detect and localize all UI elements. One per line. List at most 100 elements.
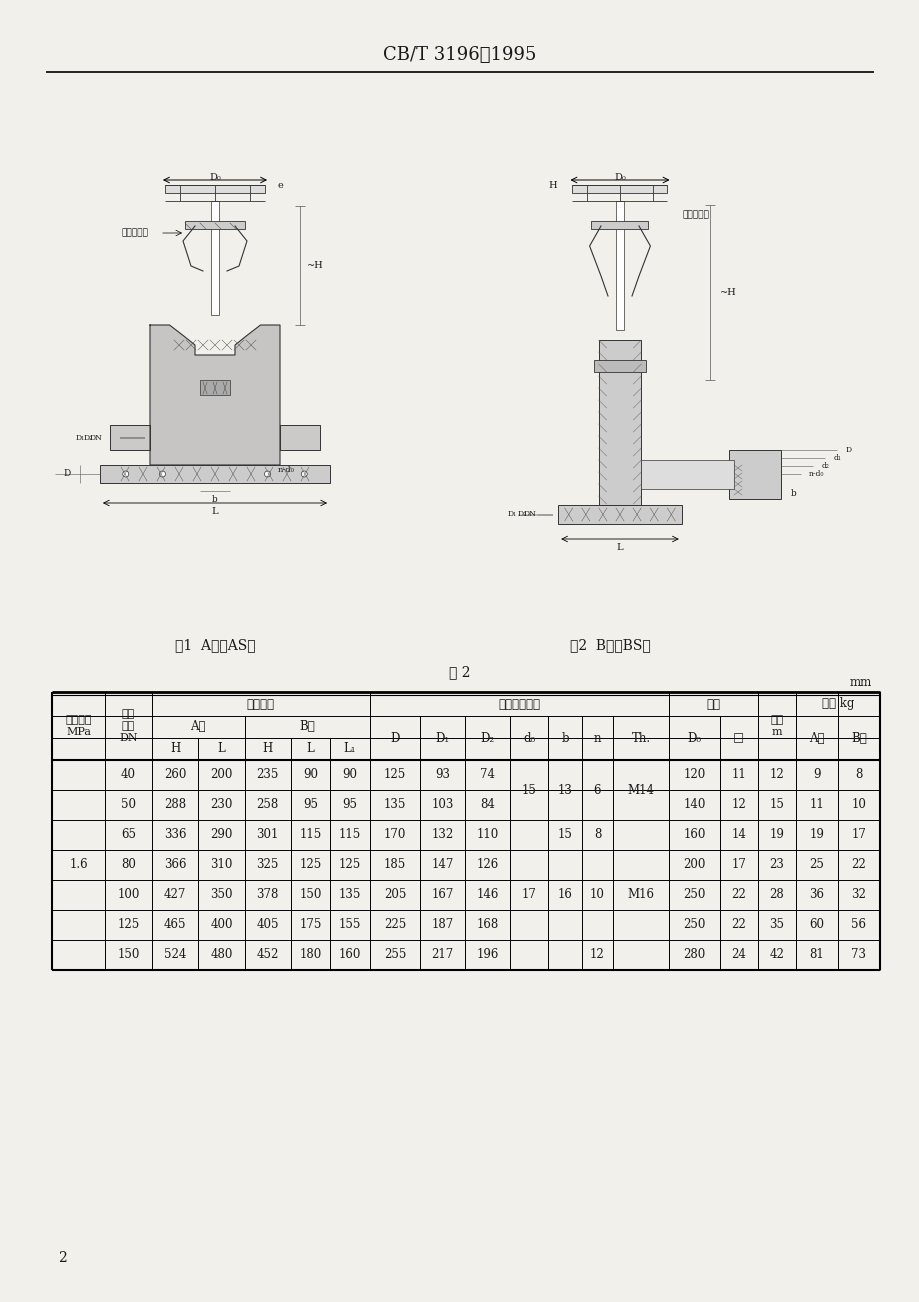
Text: n-d₀: n-d₀: [278, 466, 295, 474]
Text: A型: A型: [190, 720, 206, 733]
Text: 方头对边口: 方头对边口: [121, 228, 148, 237]
Text: 22: 22: [731, 918, 745, 931]
Text: 15: 15: [557, 828, 572, 841]
Text: 150: 150: [300, 888, 322, 901]
Text: 13: 13: [557, 784, 572, 797]
Text: D₁: D₁: [75, 434, 85, 441]
Text: 17: 17: [731, 858, 745, 871]
Text: 22: 22: [731, 888, 745, 901]
Text: 11: 11: [809, 798, 823, 811]
Text: D₁: D₁: [436, 732, 449, 745]
Text: 10: 10: [589, 888, 604, 901]
Text: b: b: [561, 732, 568, 745]
Text: 25: 25: [809, 858, 823, 871]
Text: 155: 155: [338, 918, 361, 931]
Text: 方头对边口: 方头对边口: [682, 211, 709, 220]
Text: 60: 60: [809, 918, 823, 931]
Text: 147: 147: [431, 858, 453, 871]
Bar: [165, 185, 265, 193]
Text: 24: 24: [731, 948, 745, 961]
Bar: [594, 359, 645, 372]
Text: 80: 80: [121, 858, 136, 871]
Circle shape: [159, 471, 165, 477]
Text: 258: 258: [256, 798, 278, 811]
Text: 8: 8: [593, 828, 600, 841]
Text: 35: 35: [768, 918, 783, 931]
Text: 125: 125: [338, 858, 361, 871]
Text: 10: 10: [851, 798, 866, 811]
Text: 8: 8: [855, 768, 862, 781]
Text: 115: 115: [338, 828, 361, 841]
Text: 40: 40: [121, 768, 136, 781]
Text: 36: 36: [809, 888, 823, 901]
Text: DN: DN: [89, 434, 102, 441]
Text: 205: 205: [383, 888, 406, 901]
Text: 180: 180: [300, 948, 322, 961]
Bar: [728, 450, 780, 499]
Text: ~H: ~H: [307, 260, 323, 270]
Text: 126: 126: [476, 858, 498, 871]
Text: 480: 480: [210, 948, 233, 961]
Text: H: H: [263, 742, 273, 755]
Text: 125: 125: [300, 858, 322, 871]
Text: 200: 200: [210, 768, 233, 781]
Text: e: e: [277, 181, 282, 190]
Text: D₂: D₂: [481, 732, 494, 745]
Text: 公称压力
MPa: 公称压力 MPa: [65, 715, 92, 737]
Text: 125: 125: [118, 918, 140, 931]
Text: 23: 23: [768, 858, 783, 871]
Text: 17: 17: [521, 888, 536, 901]
Bar: [210, 201, 219, 315]
Bar: [598, 340, 641, 505]
Bar: [558, 505, 681, 523]
Text: 表 2: 表 2: [448, 665, 471, 680]
Text: 120: 120: [683, 768, 705, 781]
Text: 175: 175: [300, 918, 322, 931]
Text: 65: 65: [121, 828, 136, 841]
Text: L₁: L₁: [344, 742, 356, 755]
Text: ~H: ~H: [719, 288, 736, 297]
Text: L: L: [217, 742, 225, 755]
Text: 14: 14: [731, 828, 745, 841]
Text: 15: 15: [521, 784, 536, 797]
Text: 法兰连接尺寸: 法兰连接尺寸: [498, 698, 539, 711]
Text: D₀: D₀: [614, 173, 625, 182]
Text: 95: 95: [342, 798, 357, 811]
Text: 378: 378: [256, 888, 278, 901]
Text: 524: 524: [164, 948, 186, 961]
Text: n: n: [593, 732, 600, 745]
Text: 结构尺寸: 结构尺寸: [246, 698, 275, 711]
Circle shape: [265, 471, 270, 477]
Text: 160: 160: [338, 948, 361, 961]
Text: 84: 84: [480, 798, 494, 811]
Text: 9: 9: [812, 768, 820, 781]
Text: 135: 135: [383, 798, 406, 811]
Text: 400: 400: [210, 918, 233, 931]
Text: 260: 260: [164, 768, 186, 781]
Text: 427: 427: [164, 888, 186, 901]
Text: 288: 288: [164, 798, 186, 811]
Text: 135: 135: [338, 888, 361, 901]
Text: D: D: [845, 447, 850, 454]
Bar: [572, 185, 667, 193]
Text: 336: 336: [164, 828, 186, 841]
Bar: [199, 380, 230, 395]
Text: 19: 19: [768, 828, 783, 841]
Text: M16: M16: [627, 888, 653, 901]
Text: 170: 170: [383, 828, 406, 841]
Text: 图1  A型、AS型: 图1 A型、AS型: [175, 638, 255, 652]
Text: 12: 12: [589, 948, 604, 961]
Text: 217: 217: [431, 948, 453, 961]
Text: 90: 90: [303, 768, 318, 781]
Text: b: b: [790, 490, 796, 497]
Polygon shape: [279, 424, 320, 450]
Text: 28: 28: [768, 888, 783, 901]
Text: A型: A型: [808, 732, 823, 745]
Text: 22: 22: [851, 858, 866, 871]
Text: H: H: [549, 181, 557, 190]
Text: 325: 325: [256, 858, 278, 871]
Text: D₂: D₂: [516, 510, 526, 518]
Text: 1.6: 1.6: [69, 858, 88, 871]
Text: 196: 196: [476, 948, 498, 961]
Text: 280: 280: [683, 948, 705, 961]
